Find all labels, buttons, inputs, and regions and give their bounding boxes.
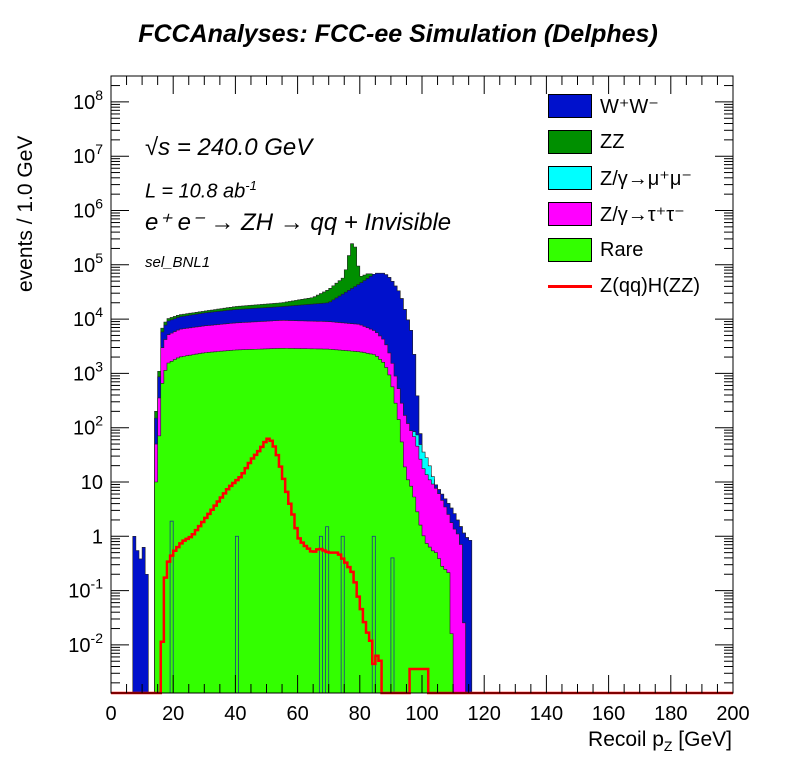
stack-fills (111, 243, 733, 694)
y-tick-label: 10-2 (68, 630, 103, 657)
legend-entry: Z(qq)H(ZZ) (548, 268, 700, 304)
x-tick-label: 80 (349, 703, 371, 725)
legend: W⁺W⁻ ZZ Z/γ→μ⁺μ⁻ Z/γ→τ⁺τ⁻ Rare Z(qq)H(ZZ) (548, 88, 700, 304)
y-tick-label: 103 (73, 358, 103, 385)
y-tick-label: 108 (73, 87, 103, 114)
x-tick-label: 20 (162, 703, 184, 725)
y-tick-label: 106 (73, 196, 103, 223)
legend-entry: Z/γ→μ⁺μ⁻ (548, 160, 700, 196)
x-tick-label: 60 (286, 703, 308, 725)
x-tick-label: 100 (405, 703, 438, 725)
annotation-selection: sel_BNL1 (145, 254, 211, 271)
y-axis-ticks: 10-2 10-1 1 10 102 103 104 105 106 107 108 (68, 75, 733, 684)
legend-color-swatch (548, 94, 592, 118)
legend-color-swatch (548, 202, 592, 226)
x-tick-label: 180 (654, 703, 687, 725)
legend-color-swatch (548, 130, 592, 154)
spike-bin-1 (234, 535, 239, 694)
chart-title: FCCAnalyses: FCC-ee Simulation (Delphes) (138, 20, 658, 48)
legend-label: Z(qq)H(ZZ) (600, 274, 700, 297)
spike-bin-5 (371, 535, 376, 694)
x-tick-label: 200 (716, 703, 749, 725)
legend-color-swatch (548, 238, 592, 262)
legend-label: Z/γ→τ⁺τ⁻ (600, 203, 685, 226)
spike-bin-0 (169, 520, 174, 694)
annotation-luminosity: L = 10.8 ab-1 (145, 178, 257, 203)
legend-entry: Rare (548, 232, 700, 268)
y-tick-label: 1 (92, 526, 103, 548)
y-tick-label: 102 (73, 413, 103, 440)
y-tick-label: 107 (73, 141, 103, 168)
x-tick-label: 120 (468, 703, 501, 725)
y-tick-label: 104 (73, 304, 103, 331)
spike-bin-6 (390, 557, 395, 694)
legend-label: Z/γ→μ⁺μ⁻ (600, 167, 692, 190)
legend-label: W⁺W⁻ (600, 95, 659, 118)
annotation-sqrt-s: √s = 240.0 GeV (145, 134, 313, 161)
legend-entry: ZZ (548, 124, 700, 160)
legend-label: ZZ (600, 130, 625, 153)
legend-color-swatch (548, 166, 592, 190)
x-axis-ticks: 0 20 40 60 80 100 120 140 160 180 200 (105, 76, 750, 725)
legend-entry: W⁺W⁻ (548, 88, 700, 124)
y-tick-label: 10-1 (68, 576, 103, 603)
legend-line-swatch (548, 284, 592, 288)
legend-label: Rare (600, 238, 644, 261)
y-tick-label: 105 (73, 250, 103, 277)
annotation-process: e⁺ e⁻ → ZH → qq + Invisible (145, 209, 452, 236)
x-tick-label: 40 (224, 703, 246, 725)
spike-bin-2 (318, 535, 323, 694)
legend-entry: Z/γ→τ⁺τ⁻ (548, 196, 700, 232)
x-tick-label: 160 (592, 703, 625, 725)
x-axis-label: Recoil pZ [GeV] (588, 728, 732, 755)
sqrt-symbol: √ (145, 134, 159, 161)
x-tick-label: 140 (530, 703, 563, 725)
x-tick-label: 0 (105, 703, 116, 725)
y-tick-label: 10 (81, 472, 103, 494)
